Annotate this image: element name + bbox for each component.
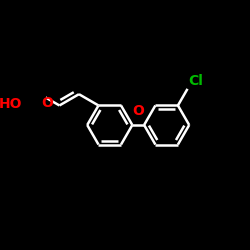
Text: O: O: [132, 104, 144, 118]
Text: Cl: Cl: [188, 74, 203, 88]
Text: HO: HO: [0, 97, 22, 111]
Text: O: O: [42, 96, 53, 110]
